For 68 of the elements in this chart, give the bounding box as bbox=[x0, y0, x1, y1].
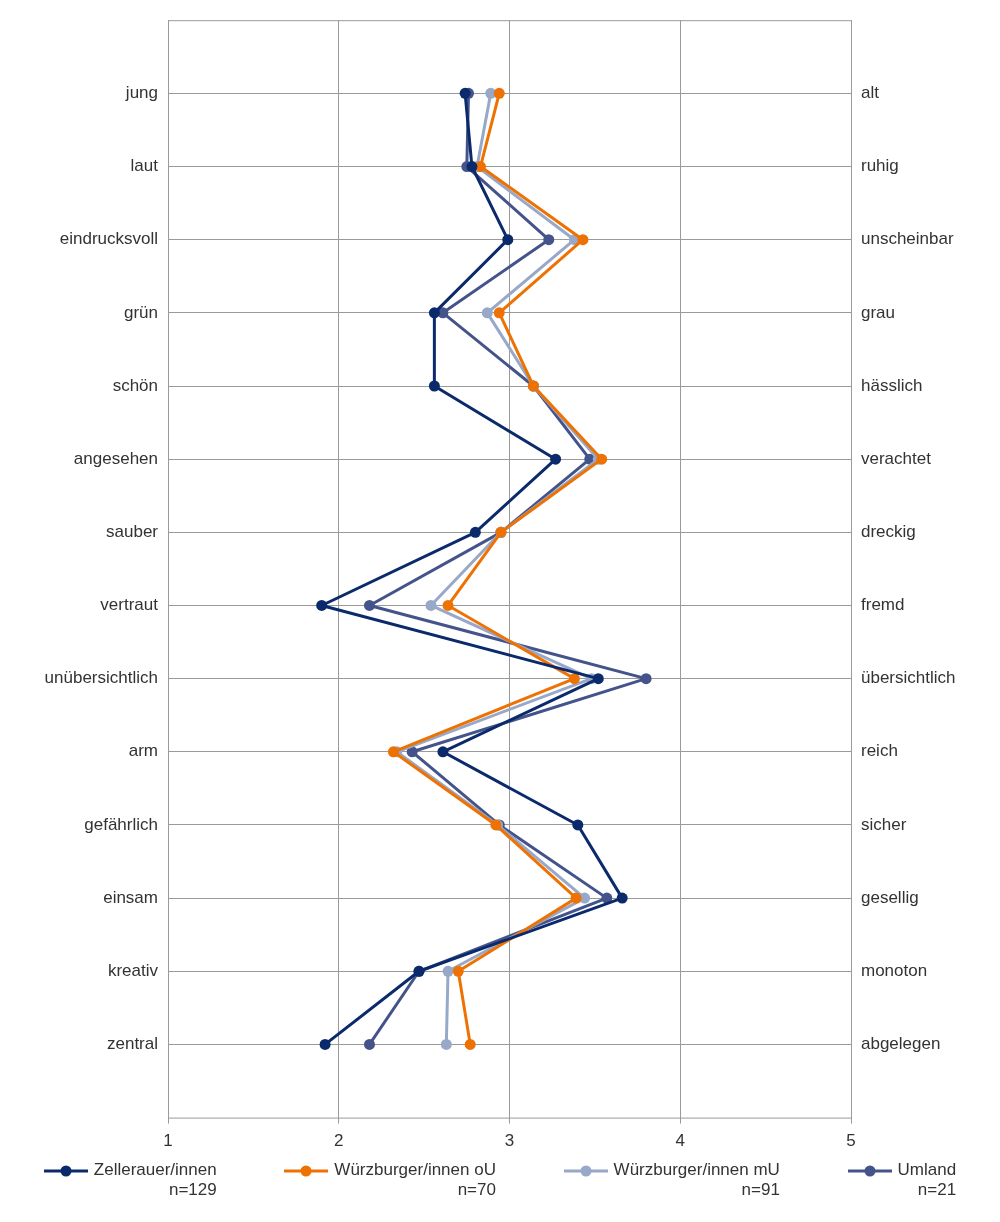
point bbox=[550, 453, 562, 465]
y-tick-label: gefährlich bbox=[84, 814, 158, 834]
y-tick-label: vertraut bbox=[100, 595, 159, 615]
y2-tick-label: abgelegen bbox=[861, 1034, 941, 1054]
y2-tick-label: monoton bbox=[861, 960, 928, 980]
y-tick-label: jung bbox=[124, 83, 158, 103]
point bbox=[452, 965, 464, 977]
point bbox=[570, 892, 582, 904]
y-tick-label: sauber bbox=[106, 522, 159, 542]
point bbox=[437, 746, 449, 758]
y-tick-label: arm bbox=[128, 741, 158, 761]
point bbox=[442, 965, 454, 977]
legend-label: Würzburger/innen oU n=70 bbox=[334, 1160, 496, 1200]
point bbox=[316, 599, 328, 611]
y-tick-label: angesehen bbox=[73, 448, 158, 468]
point bbox=[543, 234, 555, 246]
point bbox=[469, 526, 481, 538]
point bbox=[363, 1038, 375, 1050]
y-tick-label: grün bbox=[123, 302, 158, 322]
point bbox=[640, 673, 652, 685]
y-tick-label: schön bbox=[112, 375, 158, 395]
y-tick-label: eindrucksvoll bbox=[59, 229, 158, 249]
y2-tick-label: verachtet bbox=[861, 448, 932, 468]
y2-tick-label: hässlich bbox=[861, 375, 923, 395]
y-tick-label: einsam bbox=[103, 887, 158, 907]
point bbox=[425, 599, 437, 611]
legend-label: Zellerauer/innen n=129 bbox=[93, 1160, 217, 1200]
point bbox=[493, 307, 505, 319]
point bbox=[387, 746, 399, 758]
point bbox=[502, 234, 514, 246]
point bbox=[440, 1038, 452, 1050]
point bbox=[568, 673, 580, 685]
point bbox=[459, 87, 471, 99]
point bbox=[481, 307, 493, 319]
legend-label: Würzburger/innen mU n=91 bbox=[613, 1160, 780, 1200]
point bbox=[442, 599, 454, 611]
y2-tick-label: ruhig bbox=[861, 156, 899, 176]
point bbox=[596, 453, 608, 465]
y2-tick-label: fremd bbox=[861, 595, 905, 615]
point bbox=[428, 380, 440, 392]
x-tick-label: 5 bbox=[846, 1131, 856, 1151]
y-tick-label: zentral bbox=[106, 1034, 158, 1054]
point bbox=[577, 234, 589, 246]
point bbox=[363, 599, 375, 611]
point bbox=[464, 1038, 476, 1050]
y2-tick-label: reich bbox=[861, 741, 898, 761]
y2-tick-label: gesellig bbox=[861, 887, 919, 907]
x-tick-label: 2 bbox=[334, 1131, 344, 1151]
y-tick-label: laut bbox=[130, 156, 159, 176]
point bbox=[592, 673, 604, 685]
y2-tick-label: alt bbox=[861, 83, 880, 103]
legend-label: Umland n=21 bbox=[897, 1160, 957, 1200]
point bbox=[616, 892, 628, 904]
y2-tick-label: unscheinbar bbox=[861, 229, 954, 249]
point bbox=[572, 819, 584, 831]
x-tick-label: 4 bbox=[675, 1131, 685, 1151]
y2-tick-label: sicher bbox=[861, 814, 907, 834]
y2-tick-label: übersichtlich bbox=[861, 668, 956, 688]
y-tick-label: unübersichtlich bbox=[44, 668, 158, 688]
y2-tick-label: grau bbox=[861, 302, 896, 322]
point bbox=[319, 1038, 331, 1050]
point bbox=[493, 87, 505, 99]
x-tick-label: 3 bbox=[504, 1131, 515, 1151]
x-tick-label: 1 bbox=[163, 1131, 173, 1151]
point bbox=[466, 161, 478, 173]
point bbox=[428, 307, 440, 319]
y-tick-label: kreativ bbox=[107, 960, 159, 980]
y2-tick-label: dreckig bbox=[861, 522, 916, 542]
